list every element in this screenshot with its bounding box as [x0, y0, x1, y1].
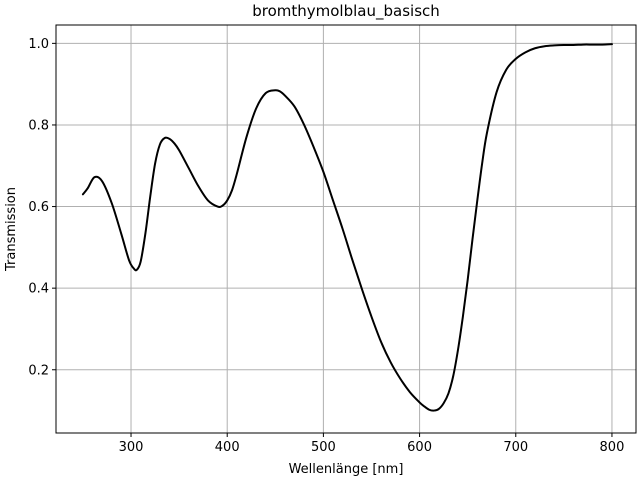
y-tick-label: 1.0	[28, 37, 49, 52]
series-line	[81, 43, 613, 412]
y-tick-label: 0.4	[28, 282, 49, 297]
y-axis-label: Transmission	[4, 187, 19, 272]
y-tick-label: 0.6	[28, 200, 49, 215]
grid	[56, 25, 636, 433]
x-tick-label: 800	[600, 440, 625, 455]
ticks: 300 400 500 600 700 800 0.2 0.4 0.6 0.8 1.0	[28, 37, 624, 455]
y-tick-label: 0.2	[28, 363, 49, 378]
x-axis-label: Wellenlänge [nm]	[289, 462, 404, 477]
x-tick-label: 700	[503, 440, 528, 455]
chart-title: bromthymolblau_basisch	[252, 2, 440, 21]
plot-frame	[55, 24, 637, 434]
x-tick-label: 300	[119, 440, 144, 455]
y-tick-label: 0.8	[28, 118, 49, 133]
x-tick-label: 500	[311, 440, 336, 455]
x-tick-label: 400	[215, 440, 240, 455]
x-tick-label: 600	[407, 440, 432, 455]
series-layer	[81, 43, 613, 412]
